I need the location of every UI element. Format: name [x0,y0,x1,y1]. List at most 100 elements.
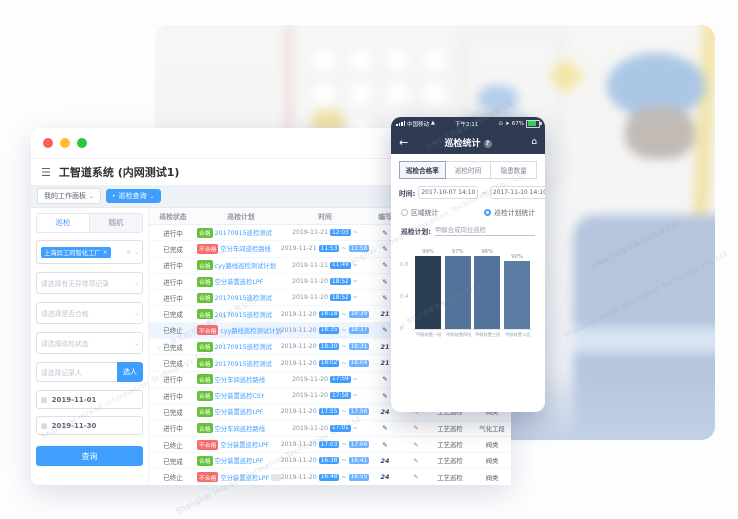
segment-inspection-time[interactable]: 巡检时间 [445,161,492,179]
radio-area-stat[interactable]: 区域统计 [401,207,438,217]
home-icon[interactable]: ⌂ [531,137,537,147]
tab-inspection-query[interactable]: • 巡检查询 ⌄ [106,189,161,203]
back-arrow-icon[interactable]: ← [399,135,409,149]
record-icon[interactable]: ✎ [382,391,388,400]
plan-link[interactable]: 空分装置巡检LPF [220,442,270,449]
plan-link[interactable]: cyy路线巡检测试计划 [214,262,276,270]
row-time-cell: 2019-11-20 18:30 ~18:31 [281,343,370,351]
plan-link[interactable]: 20170915巡检测试 [214,295,272,303]
bar-甲醇装置四班[interactable]: 97% [444,249,471,329]
record-icon[interactable]: 24 [380,407,390,416]
row-plan-cell: 合格 20170915巡检测试 [197,341,285,352]
result-badge: 合格 [197,390,213,401]
row-plan-cell: 不合格 cyy路线巡检测试计划 [197,325,285,336]
plan-link[interactable]: 空分装置巡检LPF [220,474,270,482]
segment-pass-rate[interactable]: 巡检合格率 [399,161,446,179]
record-icon[interactable]: ✎ [382,424,388,433]
record-icon[interactable]: 21 [380,359,390,368]
start-time-chip: 17:58 [330,392,351,400]
record-icon[interactable]: ✎ [382,326,388,335]
battery-icon [526,119,542,128]
row-date: 2019-11-20 [280,457,317,465]
sidebar-tab-inspect[interactable]: 巡检 [37,214,89,232]
clear-icon[interactable]: × [125,248,131,256]
table-row[interactable]: 进行中 合格 空分车间巡检路线 2019-11-20 17:01 ~ ✎ ✎ 工艺巡检 气化工段 [149,420,511,437]
record-icon[interactable]: 21 [380,310,390,319]
table-row[interactable]: 已完成 合格 空分装置巡检LPF 2019-11-20 16:38 ~16:41 24 ✎ 工艺… [149,453,511,470]
factory-multiselect[interactable]: 上海异工同智化工厂 × × ⌄ [36,240,143,264]
pick-person-button[interactable]: 选人 [117,362,143,382]
result-badge: 合格 [197,260,213,271]
bar-甲醇装置一班[interactable]: 99% [415,249,441,329]
record-icon[interactable]: ✎ [382,293,388,302]
status-select[interactable]: 请选择巡检状态 ⌄ [36,332,143,354]
end-date-picker[interactable]: ▦ 2019-11-30 [36,416,143,435]
tab-my-dashboard[interactable]: 我的工作面板 ⌄ [37,188,102,204]
plan-link[interactable]: 空分装置巡检LPF [214,458,264,466]
maximize-window-button[interactable] [77,138,87,148]
recorder-input[interactable]: 请选择记录人 [36,362,117,382]
abnormal-icon[interactable]: ✎ [413,473,419,482]
chevron-down-icon: ⌄ [133,279,139,287]
row-date: 2019-11-20 [292,375,329,383]
row-date: 2019-11-21 [280,245,317,253]
end-time-chip: 16:55 [348,473,370,481]
record-icon[interactable]: 24 [380,456,390,465]
record-icon[interactable]: ✎ [382,261,388,270]
row-time-cell: 2019-11-20 18:35 ~18:37 [281,326,370,334]
row-status: 进行中 [163,229,183,238]
plan-link[interactable]: 20170915巡检测试 [214,311,272,319]
start-time-chip: 17:55 [318,408,340,416]
record-icon[interactable]: ✎ [382,244,388,253]
info-icon[interactable]: ? [483,139,492,148]
row-status: 进行中 [163,376,183,385]
battery-percent: 67% [511,120,524,127]
time-from-picker[interactable]: 2017-10-07 14:10 [418,186,479,199]
record-icon[interactable]: ✎ [382,440,388,449]
record-icon[interactable]: 24 [380,473,390,482]
row-inspection-type: 工艺巡检 [437,441,463,449]
plan-link[interactable]: 空分装置巡检LPF [214,279,264,287]
abnormal-icon[interactable]: ✎ [413,424,419,433]
table-row[interactable]: 已终止 不合格 空分装置巡检LPF 2019-11-20 16:48 ~16:55 24 ✎ 工… [149,469,511,485]
record-icon[interactable]: ✎ [382,228,388,237]
plan-link[interactable]: 空分装置巡检LPF [214,409,264,417]
radio-plan-stat[interactable]: 巡检计划统计 [484,207,535,217]
plan-link[interactable]: 20170915巡检测试 [214,360,272,368]
bar [474,256,501,329]
sidebar-tab-random[interactable]: 随机 [89,214,142,232]
plan-link[interactable]: cyy路线巡检测试计划 [220,327,282,335]
bar-甲醇装置二班[interactable]: 90% [503,249,530,329]
minimize-window-button[interactable] [60,138,70,148]
hamburger-menu-icon[interactable]: ☰ [41,165,51,179]
search-button[interactable]: 查询 [36,446,143,466]
close-window-button[interactable] [43,138,53,148]
record-icon[interactable]: ✎ [382,277,388,286]
qualified-select[interactable]: 请选择是否合格 ⌄ [36,302,143,324]
plan-link[interactable]: 空分车间巡检路线 [214,425,265,433]
tilde-separator: ~ [481,188,487,197]
record-icon[interactable]: 21 [380,342,390,351]
record-icon[interactable]: ✎ [382,375,388,384]
plan-link[interactable]: 20170915巡检测试 [214,230,272,238]
abnormal-icon[interactable]: ✎ [413,440,419,449]
abnormal-record-select[interactable]: 请选择有无异常项记录 ⌄ [36,272,143,294]
orientation-lock-icon: ⊙ [498,120,504,127]
plan-link[interactable]: 空分装置巡检CSY [214,393,265,401]
row-time-cell: 2019-11-20 16:38 ~16:41 [281,457,370,465]
abnormal-icon[interactable]: ✎ [413,456,419,465]
bar-甲醇装置三班[interactable]: 96% [474,249,501,329]
plan-link[interactable]: 空分车间巡检路线 [214,376,265,384]
row-category: 阀类 [485,457,499,466]
table-row[interactable]: 已终止 不合格 空分装置巡检LPF 2019-11-20 17:03 ~17:04 ✎ ✎ 工艺… [149,436,511,454]
bar-value-label: 96% [481,249,494,256]
factory-tag: 上海异工同智化工厂 × [41,246,111,258]
plan-link[interactable]: 空分车间巡检路线 [220,246,271,254]
segment-hazard-count[interactable]: 隐患数量 [491,161,538,179]
plan-value-input[interactable]: 甲醇合成岗位巡检 [434,225,535,236]
tag-close-icon[interactable]: × [102,248,108,256]
start-date-picker[interactable]: ▦ 2019-11-01 [36,390,143,409]
bar-value-label: 97% [451,249,464,255]
time-to-picker[interactable]: 2017-11-10 14:10 [489,186,545,199]
plan-link[interactable]: 20170915巡检测试 [214,344,272,352]
